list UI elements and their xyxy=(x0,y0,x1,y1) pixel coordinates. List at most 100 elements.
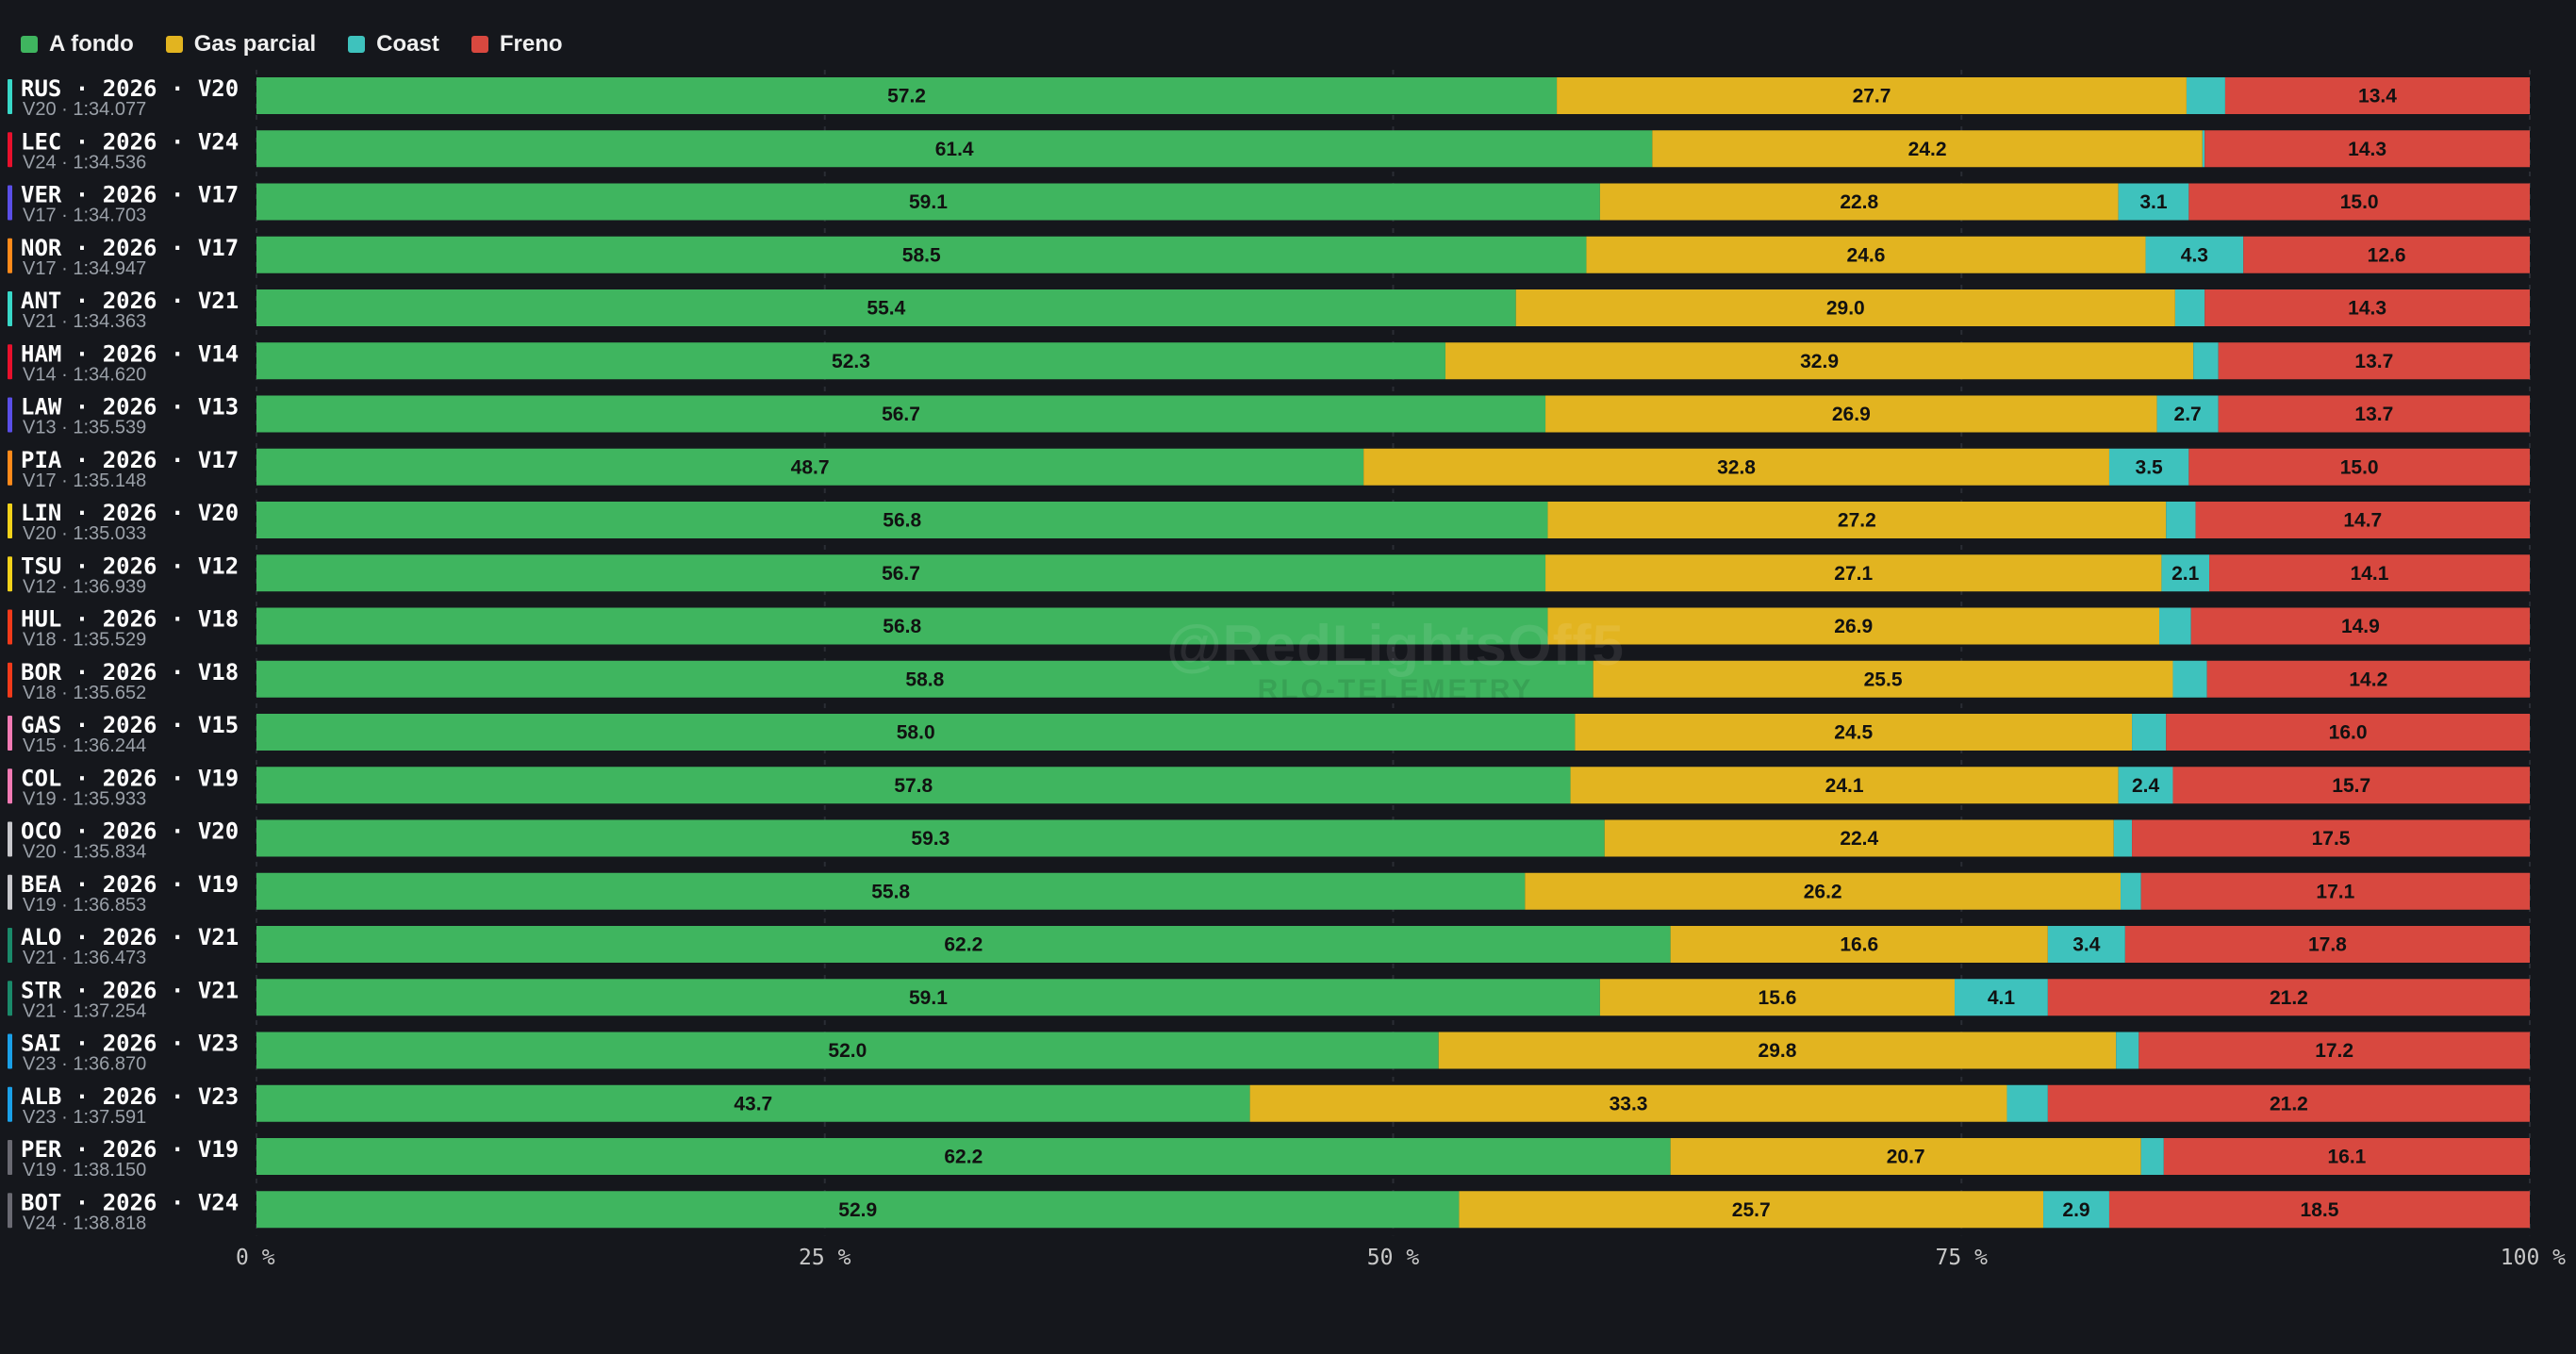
bar-segment-a-fondo xyxy=(256,289,1516,326)
data-label: 57.2 xyxy=(887,86,926,107)
bar-segment-freno xyxy=(2190,607,2530,645)
data-label: 25.5 xyxy=(1864,669,1903,690)
data-label: 16.6 xyxy=(1840,934,1878,956)
row-sublabel: V19 · 1:36.853 xyxy=(23,895,146,916)
data-label: 3.5 xyxy=(2136,456,2164,478)
row-sublabel: V20 · 1:34.077 xyxy=(23,99,146,120)
data-label: 62.2 xyxy=(944,934,983,956)
bar-segment-coast xyxy=(2140,1138,2164,1175)
row-sublabel: V13 · 1:35.539 xyxy=(23,418,146,438)
bar-segment-coast xyxy=(2202,130,2205,168)
row-label: ALB · 2026 · V23 xyxy=(21,1083,239,1110)
bar-segment-gas-parcial xyxy=(1604,819,2114,857)
x-tick-label: 50 % xyxy=(1367,1246,1420,1270)
team-color-marker xyxy=(8,185,12,221)
data-label: 27.2 xyxy=(1838,510,1876,532)
team-color-marker xyxy=(8,1193,12,1229)
bar-segment-freno xyxy=(2047,979,2530,1016)
row-sublabel: V15 · 1:36.244 xyxy=(23,735,146,756)
data-label: 12.6 xyxy=(2368,244,2406,266)
data-label: 16.0 xyxy=(2329,722,2368,744)
team-color-marker xyxy=(8,504,12,538)
data-label: 17.2 xyxy=(2315,1040,2353,1062)
bar-segment-freno xyxy=(2206,660,2530,698)
data-label: 57.8 xyxy=(894,775,933,797)
bar-segment-a-fondo xyxy=(256,1138,1671,1175)
data-label: 52.9 xyxy=(838,1199,877,1221)
legend-swatch xyxy=(21,36,38,53)
data-label: 13.7 xyxy=(2354,351,2393,372)
row-sublabel: V19 · 1:35.933 xyxy=(23,788,146,809)
data-label: 15.6 xyxy=(1759,987,1797,1009)
bar-segment-a-fondo xyxy=(256,448,1364,486)
row-sublabel: V18 · 1:35.652 xyxy=(23,683,146,703)
bar-segment-gas-parcial xyxy=(1599,183,2119,221)
data-label: 43.7 xyxy=(734,1093,772,1115)
data-label: 17.1 xyxy=(2316,881,2354,902)
bar-segment-a-fondo xyxy=(256,395,1546,433)
bar-segment-coast xyxy=(2186,77,2225,114)
row-sublabel: V12 · 1:36.939 xyxy=(23,576,146,597)
bar-segment-gas-parcial xyxy=(1438,1032,2117,1069)
data-label: 55.4 xyxy=(867,298,905,320)
row-sublabel: V24 · 1:38.818 xyxy=(23,1213,146,1233)
data-label: 25.7 xyxy=(1732,1199,1771,1221)
data-label: 20.7 xyxy=(1887,1147,1925,1168)
data-label: 59.1 xyxy=(909,191,948,213)
row-label: STR · 2026 · V21 xyxy=(21,977,239,1003)
bar-segment-coast xyxy=(2161,554,2210,592)
data-label: 17.8 xyxy=(2308,934,2347,956)
bar-segment-freno xyxy=(2108,1191,2530,1229)
data-label: 14.1 xyxy=(2351,563,2389,585)
data-label: 58.0 xyxy=(897,722,935,744)
bar-segment-coast xyxy=(2108,448,2189,486)
bar-segment-gas-parcial xyxy=(1652,130,2203,168)
bar-segment-gas-parcial xyxy=(1593,660,2173,698)
data-label: 14.3 xyxy=(2348,139,2386,160)
data-label: 29.0 xyxy=(1826,298,1865,320)
bar-segment-gas-parcial xyxy=(1547,502,2167,538)
data-label: 17.5 xyxy=(2312,828,2351,850)
data-label: 33.3 xyxy=(1610,1093,1648,1115)
bar-segment-a-fondo xyxy=(256,767,1571,804)
bar-segment-gas-parcial xyxy=(1670,926,2048,963)
row-label: COL · 2026 · V19 xyxy=(21,765,239,791)
data-label: 24.1 xyxy=(1825,775,1864,797)
team-color-marker xyxy=(8,1140,12,1175)
bar-segment-freno xyxy=(2218,395,2530,433)
bar-segment-freno xyxy=(2243,236,2530,273)
data-label: 13.4 xyxy=(2358,86,2397,107)
team-color-marker xyxy=(8,874,12,910)
row-sublabel: V23 · 1:36.870 xyxy=(23,1054,146,1075)
bar-segment-gas-parcial xyxy=(1599,979,1956,1016)
row-sublabel: V17 · 1:35.148 xyxy=(23,471,146,491)
row-sublabel: V18 · 1:35.529 xyxy=(23,630,146,651)
bar-segment-freno xyxy=(2188,183,2530,221)
row-label: HAM · 2026 · V14 xyxy=(21,340,239,367)
data-label: 62.2 xyxy=(944,1147,983,1168)
bar-segment-a-fondo xyxy=(256,342,1445,380)
bar-segment-gas-parcial xyxy=(1545,395,2157,433)
bar-segment-freno xyxy=(2124,926,2530,963)
data-label: 21.2 xyxy=(2270,1093,2308,1115)
data-label: 14.3 xyxy=(2348,298,2386,320)
bar-segment-gas-parcial xyxy=(1547,607,2160,645)
x-tick-label: 100 % xyxy=(2501,1246,2566,1270)
bar-segment-gas-parcial xyxy=(1445,342,2194,380)
bar-segment-a-fondo xyxy=(256,554,1546,592)
bar-segment-coast xyxy=(2006,1084,2048,1122)
row-sublabel: V21 · 1:36.473 xyxy=(23,948,146,968)
bar-segment-coast xyxy=(1955,979,2048,1016)
row-sublabel: V20 · 1:35.834 xyxy=(23,842,146,863)
bar-segment-a-fondo xyxy=(256,607,1548,645)
data-label: 59.3 xyxy=(911,828,949,850)
bar-segment-a-fondo xyxy=(256,502,1548,538)
bar-segment-coast xyxy=(2159,607,2191,645)
data-label: 26.9 xyxy=(1832,404,1871,425)
data-label: 22.8 xyxy=(1840,191,1878,213)
legend-label: Freno xyxy=(499,31,563,57)
bar-segment-freno xyxy=(2140,872,2530,910)
row-sublabel: V17 · 1:34.947 xyxy=(23,258,146,279)
row-label: BOT · 2026 · V24 xyxy=(21,1189,239,1215)
data-label: 52.0 xyxy=(828,1040,867,1062)
